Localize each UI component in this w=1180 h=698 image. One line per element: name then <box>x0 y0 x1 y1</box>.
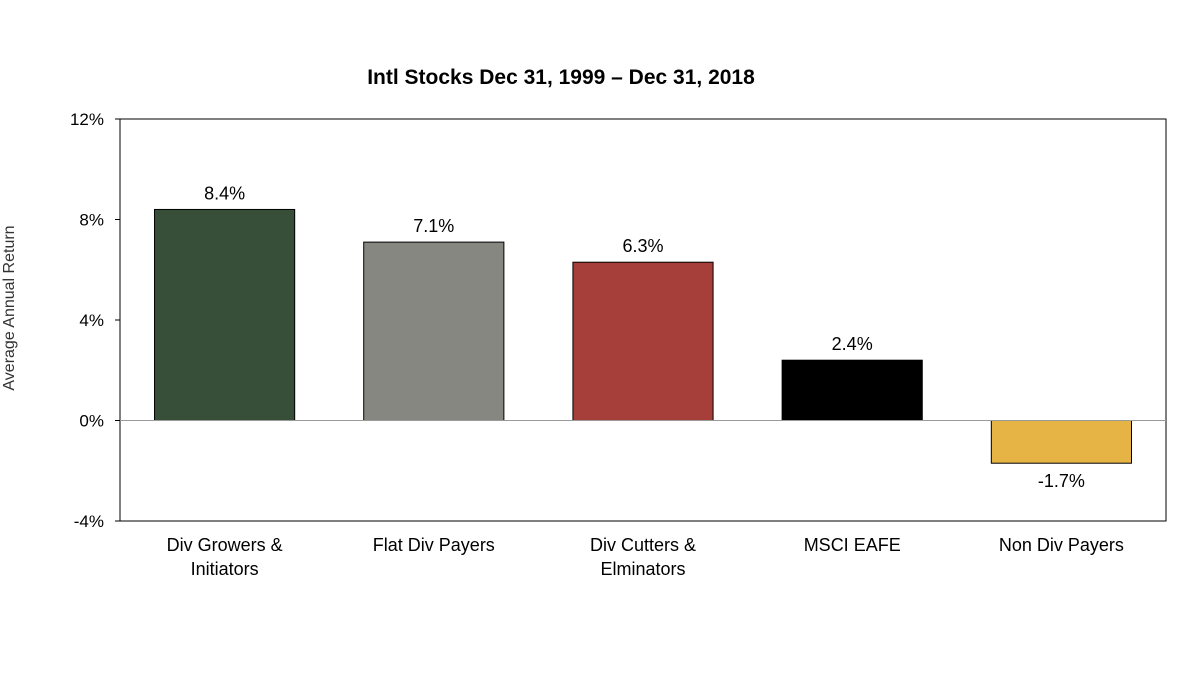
bar <box>781 359 923 422</box>
x-tick-label: Flat Div Payers <box>373 535 495 555</box>
x-tick-label: Div Growers & <box>167 535 283 555</box>
bars <box>154 208 1132 464</box>
y-tick-label: 8% <box>79 211 104 230</box>
bar <box>154 208 296 421</box>
y-tick-label: -4% <box>74 512 104 531</box>
bar <box>572 261 714 421</box>
bar <box>990 420 1132 464</box>
x-tick-label: Div Cutters & <box>590 535 696 555</box>
bar-value-label: 6.3% <box>622 236 663 256</box>
y-tick-label: 0% <box>79 412 104 431</box>
x-tick-label: MSCI EAFE <box>804 535 901 555</box>
x-tick-label: Non Div Payers <box>999 535 1124 555</box>
bar-value-label: 8.4% <box>204 183 245 203</box>
y-tick-labels: -4% 0% 4% 8% 12% <box>70 110 120 531</box>
x-tick-labels: Div Growers & Initiators Flat Div Payers Di… <box>167 535 1124 579</box>
bar-value-label: 7.1% <box>413 216 454 236</box>
x-tick-label: Elminators <box>600 559 685 579</box>
y-tick-label: 4% <box>79 311 104 330</box>
y-axis-title: Average Annual Return <box>1 225 18 390</box>
x-tick-label: Initiators <box>191 559 259 579</box>
bar-value-label: -1.7% <box>1038 471 1085 491</box>
bar <box>363 241 505 421</box>
chart-title: Intl Stocks Dec 31, 1999 – Dec 31, 2018 <box>367 66 755 89</box>
y-tick-label: 12% <box>70 110 104 129</box>
bar-value-label: 2.4% <box>832 334 873 354</box>
value-labels: 8.4% 7.1% 6.3% 2.4% -1.7% <box>204 183 1085 491</box>
